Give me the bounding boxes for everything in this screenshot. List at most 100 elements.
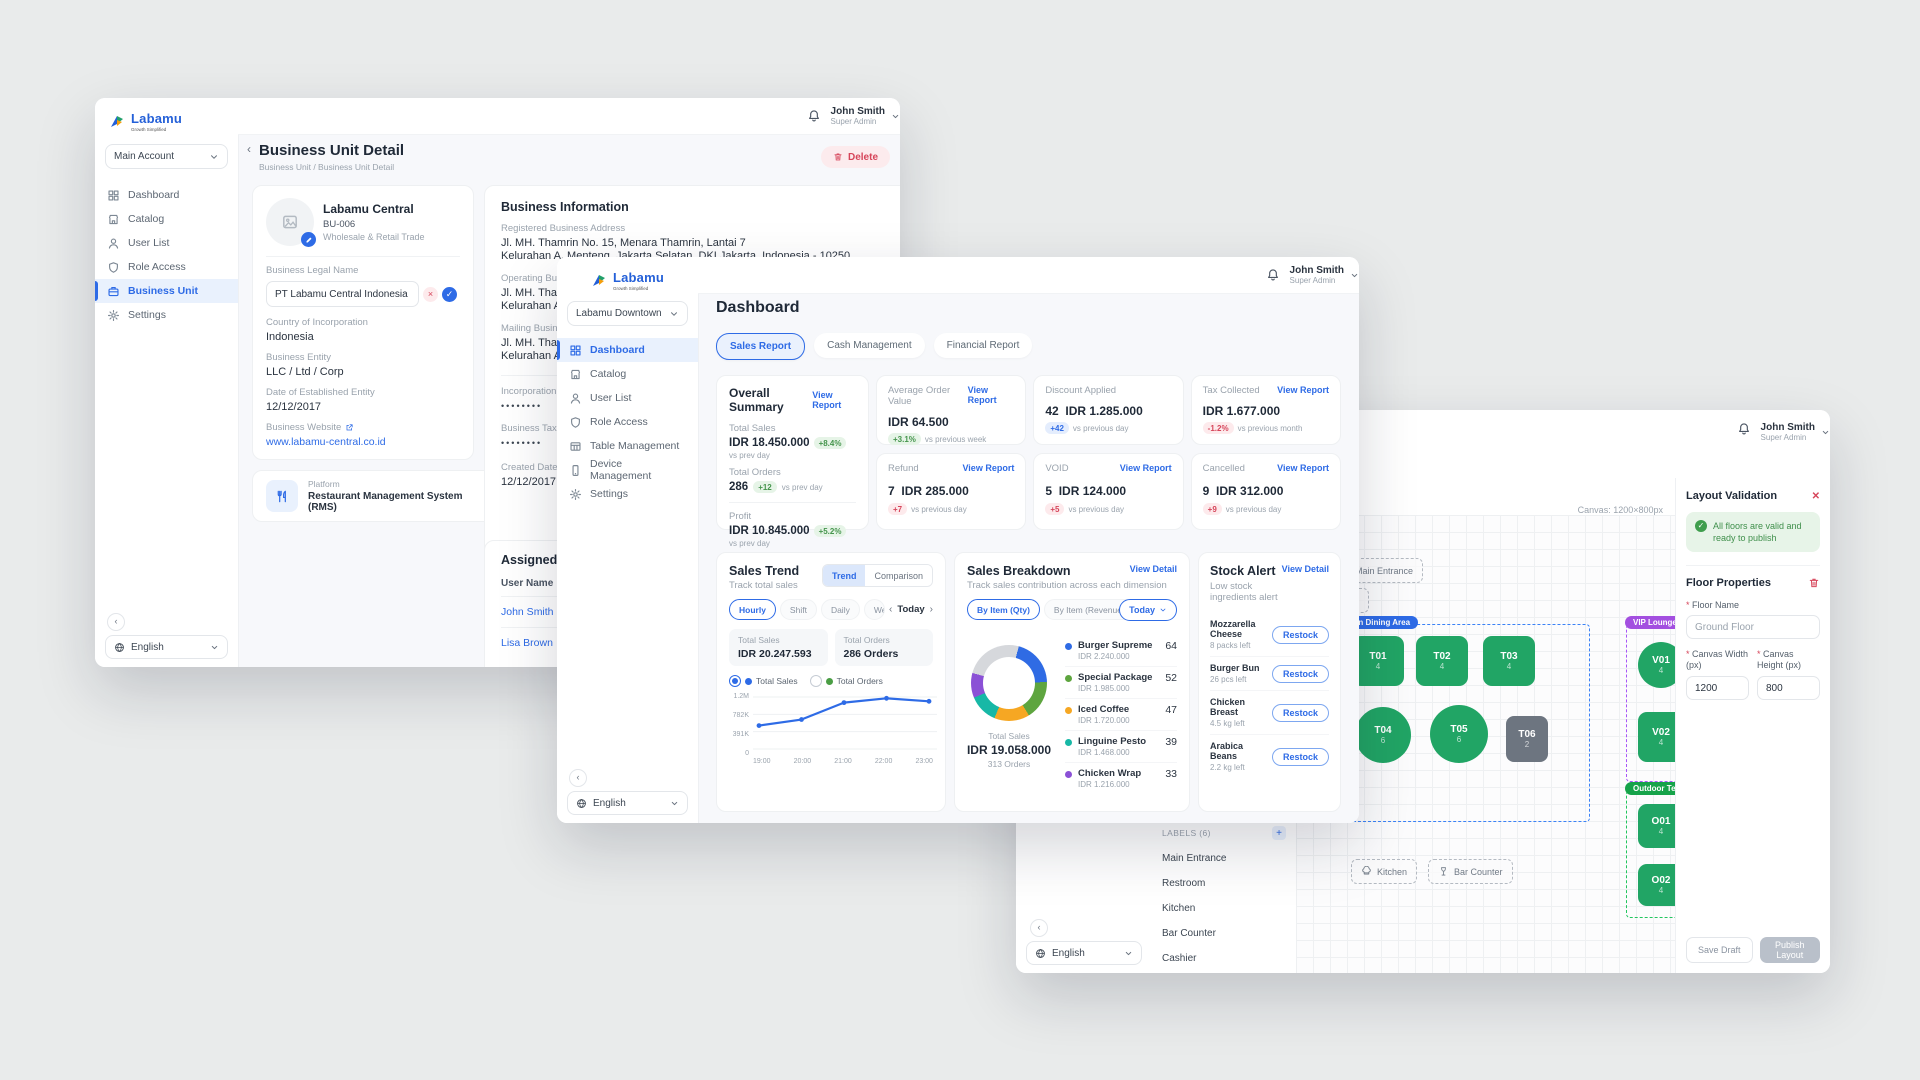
- label-item[interactable]: Kitchen: [1162, 903, 1196, 914]
- x-tick: 21:00: [834, 758, 852, 765]
- restock-button[interactable]: Restock: [1271, 625, 1329, 644]
- publish-layout-button[interactable]: Publish Layout: [1759, 937, 1820, 963]
- window-dashboard: Labamu Growth Simplified Labamu Downtown …: [557, 257, 1359, 823]
- view-report-link[interactable]: View Report: [812, 390, 842, 410]
- table-t06[interactable]: T06 2: [1506, 716, 1548, 762]
- edit-avatar-badge[interactable]: [301, 232, 316, 247]
- outlet-selector[interactable]: Labamu Downtown: [567, 301, 688, 326]
- collapse-sidebar-button[interactable]: ‹: [107, 613, 125, 631]
- table-t02[interactable]: T02 4: [1416, 636, 1468, 686]
- sidebar-item-role-access[interactable]: Role Access: [95, 255, 238, 279]
- view-report-link[interactable]: View Report: [1119, 463, 1172, 473]
- floor-name-input[interactable]: [1686, 615, 1820, 639]
- website-link[interactable]: www.labamu-central.co.id: [266, 436, 386, 448]
- back-button[interactable]: ‹: [247, 142, 251, 156]
- toggle-trend[interactable]: Trend: [822, 565, 866, 586]
- save-draft-button[interactable]: Save Draft: [1686, 937, 1753, 963]
- layout-canvas[interactable]: Main Entrance Cashier Kitchen Bar Counte…: [1296, 515, 1704, 973]
- y-tick: 391K: [732, 731, 749, 738]
- label-item[interactable]: Cashier: [1162, 953, 1197, 964]
- bell-icon[interactable]: [1737, 422, 1751, 436]
- legal-name-input[interactable]: [266, 281, 419, 307]
- card-title: Sales Trend: [729, 564, 800, 578]
- assigned-user-row[interactable]: Lisa Brown: [501, 637, 553, 649]
- canvas-height-input[interactable]: [1757, 676, 1820, 700]
- sidebar-item-user-list[interactable]: User List: [95, 231, 238, 255]
- table-t05[interactable]: T05 6: [1430, 705, 1488, 763]
- collapse-sidebar-button[interactable]: ‹: [569, 769, 587, 787]
- restock-button[interactable]: Restock: [1271, 664, 1329, 683]
- tax-information-label: Business Tax Information: [501, 423, 607, 434]
- canvas-label-kitchen[interactable]: Kitchen: [1351, 859, 1418, 884]
- restock-button[interactable]: Restock: [1271, 703, 1329, 722]
- table-t01[interactable]: T01 4: [1352, 636, 1404, 686]
- top-bar: John Smith Super Admin: [238, 98, 900, 135]
- delete-button[interactable]: Delete: [820, 146, 890, 168]
- language-selector[interactable]: English: [567, 791, 688, 815]
- bell-icon[interactable]: [1266, 268, 1280, 282]
- restock-button[interactable]: Restock: [1271, 747, 1329, 766]
- language-selector[interactable]: English: [105, 635, 228, 659]
- breakdown-item: Chicken Wrap IDR 1.216.000 33: [1065, 763, 1177, 794]
- view-report-link[interactable]: View Report: [1277, 385, 1329, 395]
- tab-financial-report[interactable]: Financial Report: [933, 333, 1033, 358]
- language-selector[interactable]: English: [1026, 941, 1142, 965]
- user-menu[interactable]: John Smith Super Admin: [1290, 265, 1359, 285]
- user-menu[interactable]: John Smith Super Admin: [1761, 422, 1830, 442]
- user-menu[interactable]: John Smith Super Admin: [831, 106, 900, 126]
- chevron-down-icon: [670, 799, 679, 808]
- bell-icon[interactable]: [807, 109, 821, 123]
- cancel-edit-button[interactable]: ×: [423, 286, 438, 302]
- filter-daily[interactable]: Daily: [820, 599, 860, 620]
- account-selector[interactable]: Main Account: [105, 144, 228, 169]
- canvas-label-bar-counter[interactable]: Bar Counter: [1428, 859, 1513, 884]
- y-tick: 782K: [732, 712, 749, 719]
- trend-comparison-toggle[interactable]: Trend Comparison: [821, 564, 933, 587]
- confirm-edit-button[interactable]: ✓: [442, 286, 457, 302]
- trash-icon[interactable]: [1808, 577, 1820, 589]
- label-item[interactable]: Emergency Exit: [1162, 971, 1286, 973]
- filter-shift[interactable]: Shift: [779, 599, 817, 620]
- next-period-button[interactable]: ›: [929, 604, 933, 615]
- filter-hourly[interactable]: Hourly: [729, 599, 776, 620]
- sidebar-item-catalog[interactable]: Catalog: [557, 362, 698, 386]
- previous-period-button[interactable]: ‹: [889, 604, 893, 615]
- canvas-width-input[interactable]: [1686, 676, 1749, 700]
- period-dropdown[interactable]: Today: [1119, 598, 1177, 621]
- sidebar-item-business-unit[interactable]: Business Unit: [95, 279, 238, 303]
- sidebar-item-dashboard[interactable]: Dashboard: [95, 183, 238, 207]
- sidebar-item-device-management[interactable]: Device Management: [557, 458, 698, 482]
- table-t04[interactable]: T04 6: [1355, 707, 1411, 763]
- tab-cash-management[interactable]: Cash Management: [814, 333, 925, 358]
- business-avatar[interactable]: [266, 198, 316, 247]
- toggle-comparison[interactable]: Comparison: [865, 565, 932, 586]
- table-t03[interactable]: T03 4: [1483, 636, 1535, 686]
- sidebar-item-settings[interactable]: Settings: [95, 303, 238, 327]
- sidebar-item-settings[interactable]: Settings: [557, 482, 698, 506]
- stock-item: Burger Bun 26 pcs left Restock: [1210, 657, 1329, 691]
- sidebar-item-table-management[interactable]: Table Management: [557, 434, 698, 458]
- view-report-link[interactable]: View Report: [1277, 463, 1329, 473]
- label-item[interactable]: Restroom: [1162, 878, 1206, 889]
- filter-weekly[interactable]: Weekly: [863, 599, 886, 620]
- label-item[interactable]: Bar Counter: [1162, 928, 1216, 939]
- close-icon[interactable]: ✕: [1811, 490, 1820, 502]
- view-detail-link[interactable]: View Detail: [1129, 564, 1177, 574]
- sidebar-item-role-access[interactable]: Role Access: [557, 410, 698, 434]
- add-label-button[interactable]: +: [1272, 826, 1286, 840]
- sidebar-item-user-list[interactable]: User List: [557, 386, 698, 410]
- view-report-link[interactable]: View Report: [967, 385, 997, 405]
- label-item[interactable]: Main Entrance: [1162, 853, 1227, 864]
- view-detail-link[interactable]: View Detail: [1281, 564, 1329, 574]
- country-label: Country of Incorporation: [266, 317, 368, 328]
- tab-sales-report[interactable]: Sales Report: [716, 333, 806, 360]
- collapse-sidebar-button[interactable]: ‹: [1030, 919, 1048, 937]
- legend-total-sales[interactable]: Total Sales: [729, 675, 798, 687]
- sidebar-item-dashboard[interactable]: Dashboard: [557, 338, 698, 362]
- view-report-link[interactable]: View Report: [962, 463, 1015, 473]
- legend-total-orders[interactable]: Total Orders: [809, 675, 883, 687]
- filter-by-item-revenue[interactable]: By Item (Revenue): [1043, 599, 1135, 620]
- filter-by-item-qty[interactable]: By Item (Qty): [967, 599, 1040, 620]
- sidebar-item-catalog[interactable]: Catalog: [95, 207, 238, 231]
